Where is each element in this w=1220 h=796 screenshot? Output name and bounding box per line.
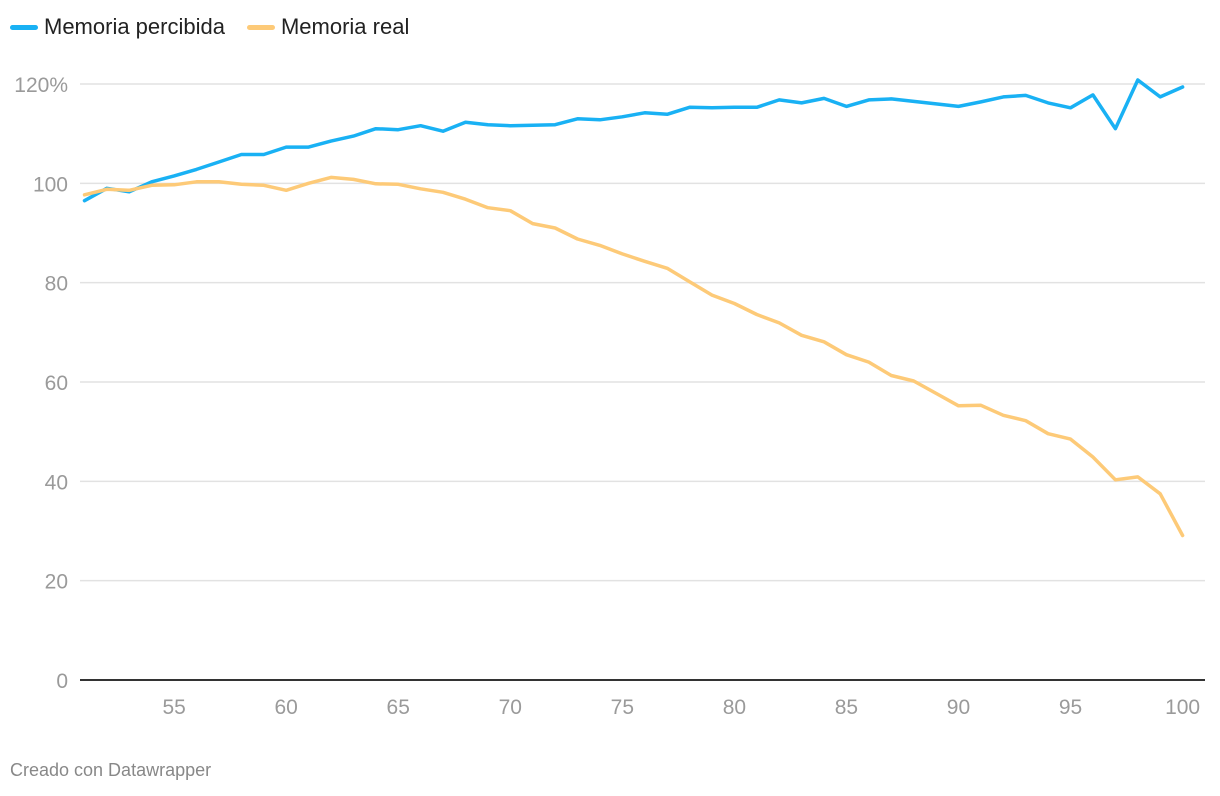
series-line-memoria-percibida <box>82 78 1185 203</box>
x-tick-label-100: 100 <box>1165 696 1200 719</box>
x-tick-label-75: 75 <box>611 696 634 719</box>
y-tick-label-40: 40 <box>45 471 68 494</box>
x-tick-label-60: 60 <box>274 696 297 719</box>
x-tick-label-80: 80 <box>723 696 746 719</box>
y-tick-label-20: 20 <box>45 571 68 594</box>
x-tick-label-55: 55 <box>162 696 185 719</box>
y-tick-label-0: 0 <box>56 670 68 693</box>
y-tick-label-100: 100 <box>33 173 68 196</box>
legend-item-memoria-real: Memoria real <box>246 14 410 40</box>
legend-item-memoria-percibida: Memoria percibida <box>10 14 225 40</box>
credit-text: Creado con Datawrapper <box>10 760 212 780</box>
chart-legend: Memoria percibida Memoria real <box>10 14 409 40</box>
x-tick-label-65: 65 <box>387 696 410 719</box>
legend-label-real: Memoria real <box>280 14 410 39</box>
x-tick-label-90: 90 <box>947 696 970 719</box>
series-line-memoria-real <box>82 175 1185 538</box>
legend-label-percibida: Memoria percibida <box>44 14 225 39</box>
y-tick-label-120: 120% <box>14 74 68 97</box>
legend-swatch-percibida <box>10 24 38 30</box>
y-tick-label-80: 80 <box>45 273 68 296</box>
y-tick-label-60: 60 <box>45 372 68 395</box>
line-chart: 0 20 40 60 80 100 120% 55 60 65 70 75 80 85 90 95 100 <box>14 74 1205 719</box>
x-tick-label-95: 95 <box>1059 696 1082 719</box>
x-tick-label-70: 70 <box>499 696 522 719</box>
x-tick-label-85: 85 <box>835 696 858 719</box>
legend-swatch-real <box>246 24 275 30</box>
